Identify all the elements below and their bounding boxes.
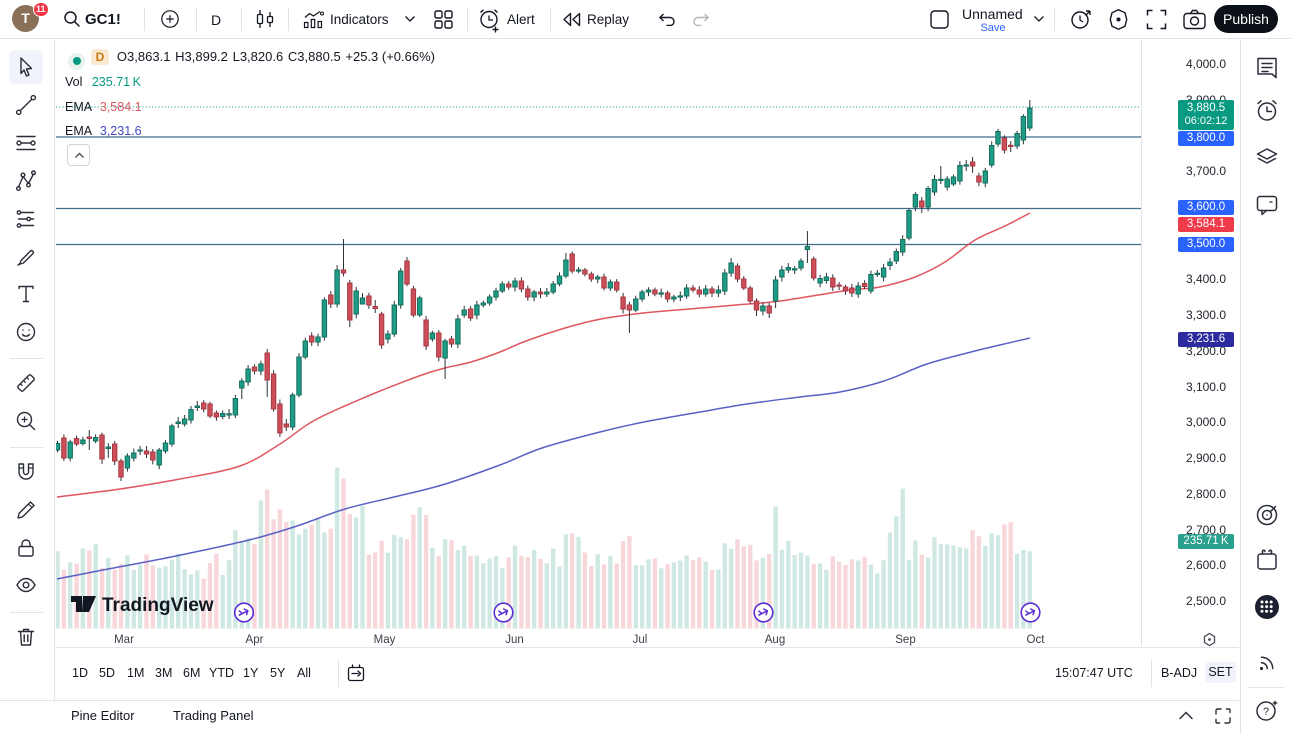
svg-text:Aug: Aug <box>765 634 785 646</box>
svg-text:May: May <box>374 634 396 646</box>
svg-text:Jun: Jun <box>505 634 524 646</box>
svg-text:Mar: Mar <box>114 634 134 646</box>
svg-text:TradingView: TradingView <box>102 595 214 616</box>
svg-text:?: ? <box>1263 706 1269 718</box>
svg-text:Oct: Oct <box>1027 634 1046 646</box>
svg-text:Apr: Apr <box>246 634 264 646</box>
svg-text:Sep: Sep <box>895 634 915 646</box>
svg-text:Jul: Jul <box>633 634 648 646</box>
